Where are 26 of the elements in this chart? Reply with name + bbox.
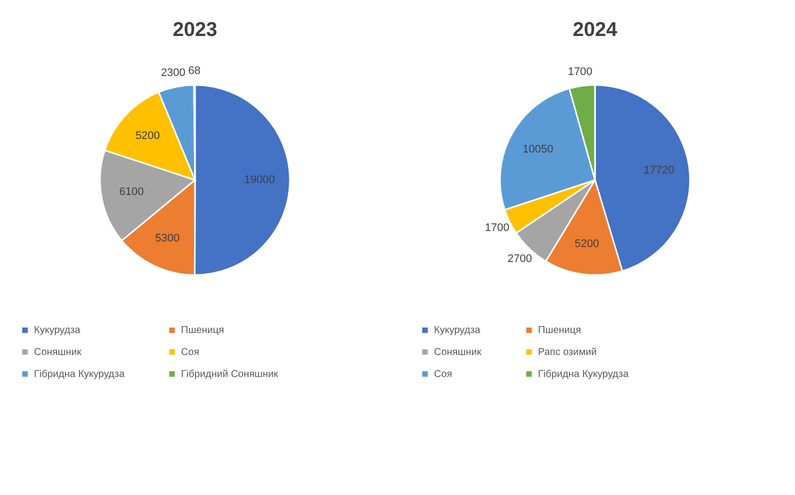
legend-label: Соя: [434, 369, 452, 380]
legend-label: Пшениця: [538, 325, 582, 336]
chart-title: 2024: [572, 19, 618, 41]
legend-label: Гібридний Соняшник: [181, 369, 279, 380]
data-label: 10050: [522, 144, 554, 156]
data-label: 1700: [484, 222, 510, 234]
chart-title: 2023: [172, 19, 218, 41]
legend-label: Соняшник: [34, 347, 82, 358]
data-label: 68: [188, 65, 201, 77]
data-label: 5200: [135, 130, 160, 142]
legend-label: Пшениця: [181, 325, 224, 336]
legend-label: Кукурудза: [34, 325, 81, 336]
data-label: 1700: [568, 66, 592, 78]
data-label: 2700: [508, 252, 532, 265]
legend-label: Гібридна Кукурудза: [538, 369, 629, 380]
data-label: 5300: [155, 232, 180, 244]
legend-label: Рапс озимий: [538, 347, 597, 358]
data-label: 17720: [644, 164, 674, 177]
legend-label: Соя: [181, 347, 200, 358]
legend-label: Гібридна Кукурудза: [34, 369, 125, 380]
data-label: 19000: [244, 174, 275, 186]
data-label: 5200: [574, 238, 600, 250]
data-label: 2300: [160, 67, 186, 80]
legend-label: Кукурудза: [434, 325, 481, 336]
legend-label: Соняшник: [434, 347, 482, 358]
data-label: 6100: [119, 186, 144, 198]
